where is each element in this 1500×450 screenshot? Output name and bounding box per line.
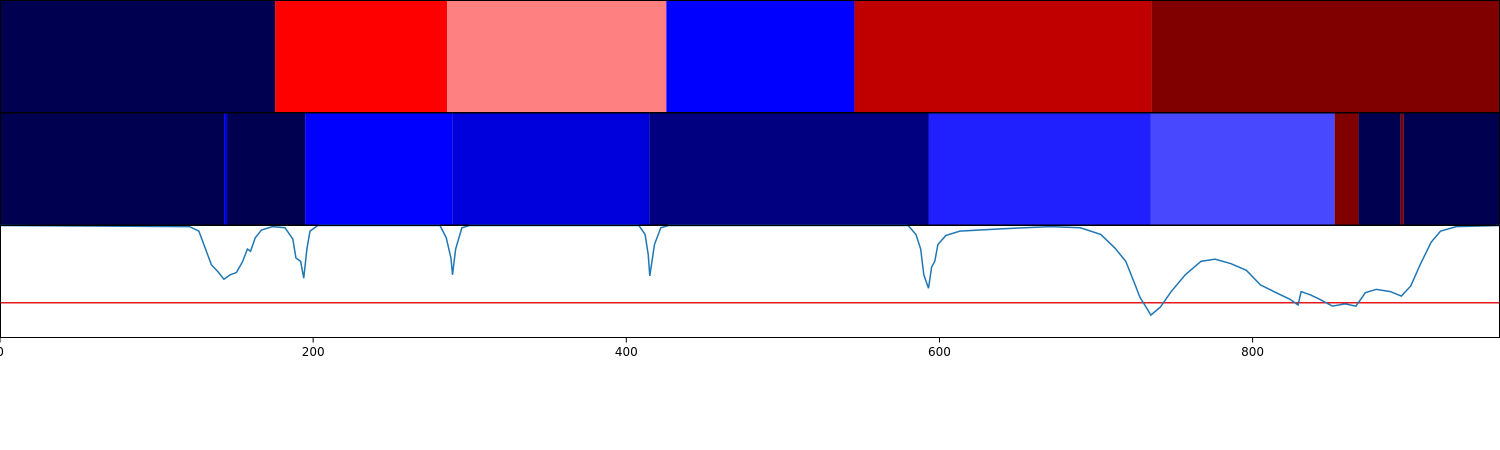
segment <box>854 0 1152 113</box>
segment <box>224 113 228 225</box>
segment <box>227 113 306 225</box>
x-tick-label: 600 <box>928 345 951 359</box>
x-tick-label: 200 <box>302 345 325 359</box>
segment <box>1403 113 1500 225</box>
segment <box>452 113 650 225</box>
segment <box>666 0 855 113</box>
segment <box>1334 113 1359 225</box>
x-tick-label: 0 <box>0 345 4 359</box>
x-tick-label: 400 <box>615 345 638 359</box>
x-tick-label: 800 <box>1241 345 1264 359</box>
data-line <box>0 224 1500 317</box>
segment <box>447 0 667 113</box>
segment <box>0 0 276 113</box>
segment <box>275 0 448 113</box>
panel-frame <box>0 225 1500 338</box>
segment <box>649 113 929 225</box>
segment <box>1400 113 1404 225</box>
segment <box>0 113 225 225</box>
segment <box>1150 113 1335 225</box>
segment <box>1358 113 1401 225</box>
segment <box>1151 0 1500 113</box>
segment <box>305 113 453 225</box>
segment <box>928 113 1151 225</box>
